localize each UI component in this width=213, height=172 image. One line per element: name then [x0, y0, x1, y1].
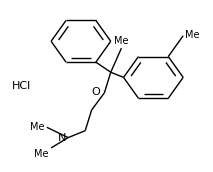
Text: HCl: HCl [12, 81, 31, 91]
Text: Me: Me [30, 122, 45, 132]
Text: N: N [58, 133, 66, 143]
Text: Me: Me [35, 149, 49, 159]
Text: Me: Me [185, 30, 200, 40]
Text: O: O [91, 87, 100, 97]
Text: Me: Me [114, 36, 129, 46]
